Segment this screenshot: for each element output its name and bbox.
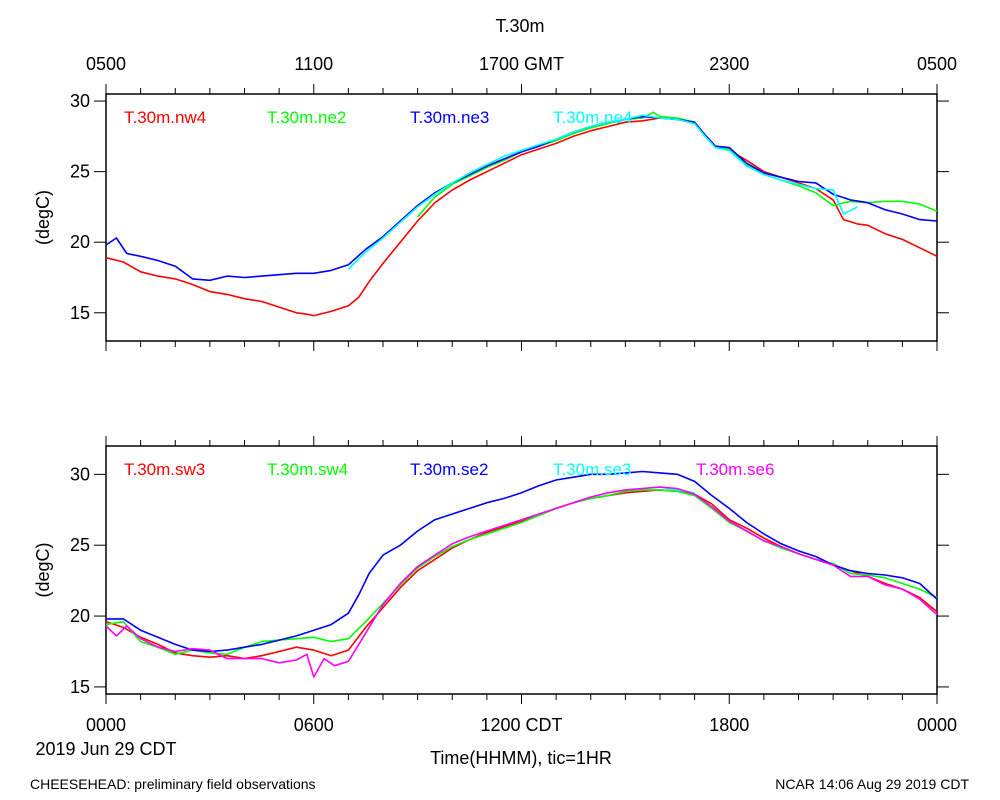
top-axis-tick-label: 0500: [917, 54, 957, 74]
legend-label: T.30m.ne2: [267, 108, 346, 127]
series-line-t-30m-ne4: [347, 114, 858, 270]
top-axis-tick-labels: 0500 1100 1700 GMT 2300 0500: [86, 54, 957, 74]
bottom-axis-tick-label: 1800: [709, 715, 749, 735]
legend-label: T.30m.se3: [553, 460, 631, 479]
bottom-axis-tick-labels: 0000 0600 1200 CDT 1800 0000: [86, 715, 957, 735]
y-tick-label: 15: [70, 677, 90, 697]
plot-frame: [105, 93, 938, 342]
top-axis-tick-label: 0500: [86, 54, 126, 74]
series-line-t-30m-ne2: [416, 111, 938, 218]
panel-top: 15 20 25 30 (degC) T.30m.nw4 T.30m.ne2 T.30m.ne…: [33, 84, 949, 351]
series-line-t-30m-se2: [106, 470, 938, 653]
legend-label: T.30m.ne4: [553, 108, 632, 127]
chart-title: T.30m: [495, 16, 544, 36]
y-tick-label: 30: [70, 91, 90, 111]
date-label: 2019 Jun 29 CDT: [35, 739, 176, 759]
top-axis-tick-label: 1700 GMT: [479, 54, 564, 74]
legend-label: T.30m.nw4: [124, 108, 206, 127]
y-tick-label: 30: [70, 464, 90, 484]
y-tick-label: 20: [70, 606, 90, 626]
legend-label: T.30m.se6: [696, 460, 774, 479]
top-axis-tick-label: 2300: [709, 54, 749, 74]
series-line-t-30m-ne3: [105, 115, 938, 282]
x-axis-label: Time(HHMM), tic=1HR: [430, 748, 612, 768]
y-tick-label: 25: [70, 535, 90, 555]
bottom-axis-tick-label: 1200 CDT: [480, 715, 562, 735]
panel-bottom: 15 20 25 30 (degC) T.30m.sw3 T.30m.sw4 T.30m.se…: [33, 436, 949, 704]
series-line-t-30m-sw4: [105, 489, 938, 656]
bottom-axis-tick-label: 0000: [917, 715, 957, 735]
y-tick-label: 25: [70, 162, 90, 182]
top-axis-tick-label: 1100: [294, 54, 333, 74]
legend-label: T.30m.sw3: [124, 460, 205, 479]
footer-left: CHEESEHEAD: preliminary field observatio…: [30, 776, 316, 792]
legend-label: T.30m.sw4: [267, 460, 348, 479]
legend-label: T.30m.se2: [410, 460, 488, 479]
y-axis-label: (degC): [33, 542, 53, 597]
y-tick-label: 15: [70, 303, 90, 323]
bottom-axis-tick-label: 0600: [294, 715, 334, 735]
legend-label: T.30m.ne3: [410, 108, 489, 127]
series-line-t-30m-sw3: [105, 489, 938, 660]
footer-right: NCAR 14:06 Aug 29 2019 CDT: [775, 776, 969, 792]
y-axis-label: (degC): [33, 190, 53, 245]
series-line-t-30m-nw4: [105, 117, 938, 317]
y-tick-label: 20: [70, 232, 90, 252]
series-line-t-30m-se6: [105, 486, 938, 678]
bottom-axis-tick-label: 0000: [86, 715, 126, 735]
